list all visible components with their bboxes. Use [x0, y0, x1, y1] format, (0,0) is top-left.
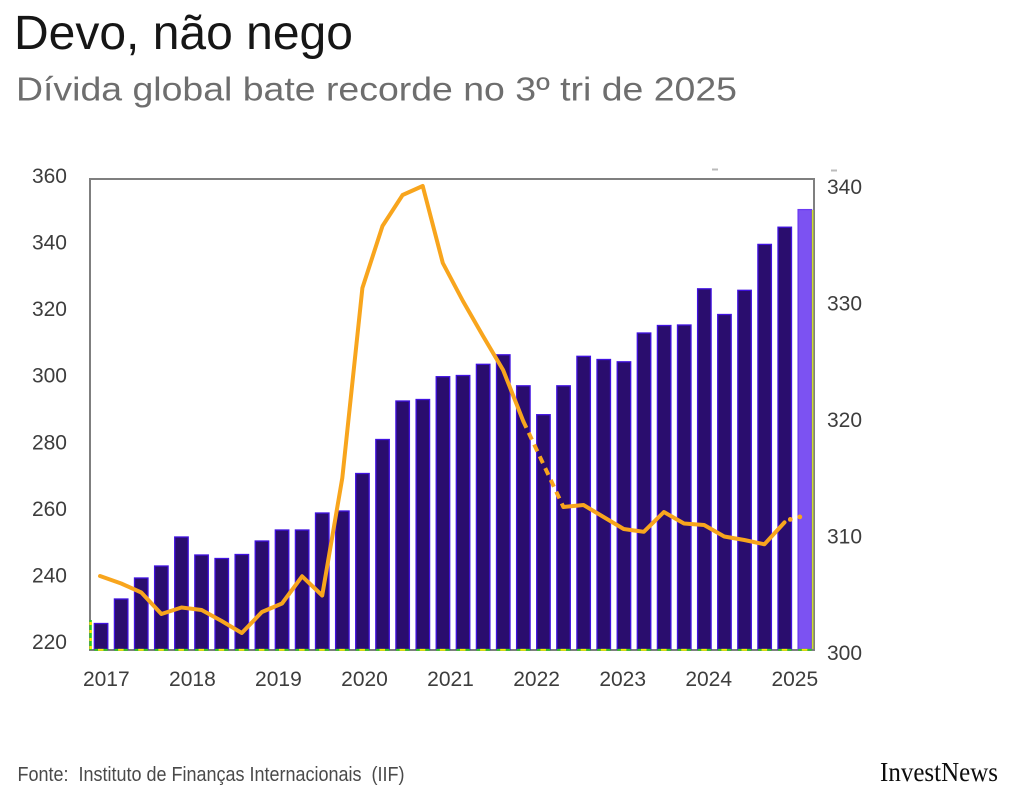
svg-text:330: 330	[827, 292, 862, 315]
svg-text:300: 300	[32, 365, 67, 388]
svg-text:2017: 2017	[83, 668, 130, 691]
svg-text:280: 280	[32, 431, 67, 454]
svg-text:220: 220	[32, 631, 67, 654]
svg-text:2023: 2023	[599, 668, 646, 691]
svg-text:InvestNews: InvestNews	[880, 756, 998, 787]
svg-text:2022: 2022	[513, 668, 560, 691]
svg-text:Dívida global bate recorde no: Dívida global bate recorde no 3º tri de …	[16, 71, 737, 108]
svg-text:340: 340	[32, 232, 67, 255]
svg-text:310: 310	[827, 525, 862, 548]
svg-text:340: 340	[827, 176, 862, 199]
svg-text:2019: 2019	[255, 668, 302, 691]
svg-text:2024: 2024	[685, 668, 732, 691]
svg-text:260: 260	[32, 498, 67, 521]
svg-text:2025: 2025	[771, 668, 818, 691]
svg-text:320: 320	[827, 409, 862, 432]
svg-text:Fonte: Instituto de Finanças: Fonte: Instituto de Finanças Internacion…	[18, 764, 405, 786]
svg-text:240: 240	[32, 564, 67, 587]
svg-text:320: 320	[32, 298, 67, 321]
svg-text:2020: 2020	[341, 668, 388, 691]
svg-text:2021: 2021	[427, 668, 474, 691]
svg-text:300: 300	[827, 642, 862, 665]
svg-text:360: 360	[32, 165, 67, 188]
svg-text:2018: 2018	[169, 668, 216, 691]
svg-text:Devo, não nego: Devo, não nego	[14, 7, 353, 60]
